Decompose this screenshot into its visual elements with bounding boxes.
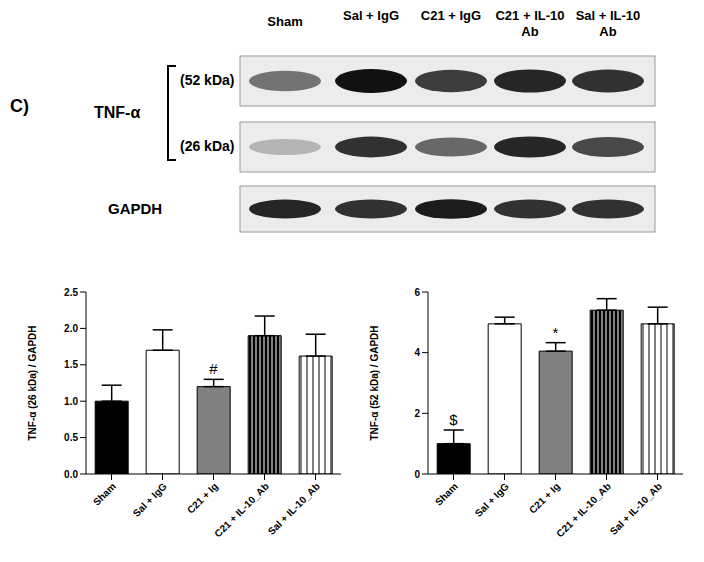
html-text:(52 kDa): (52 kDa) xyxy=(180,72,235,88)
html-text:Sal + IL-10 Ab: Sal + IL-10 Ab xyxy=(575,8,641,39)
html-text:C): C) xyxy=(10,96,29,116)
svg-text:1.0: 1.0 xyxy=(64,396,78,407)
svg-text:#: # xyxy=(209,360,218,377)
svg-text:1.5: 1.5 xyxy=(64,359,78,370)
svg-text:2.0: 2.0 xyxy=(64,323,78,334)
svg-text:2.5: 2.5 xyxy=(64,287,78,298)
svg-text:4: 4 xyxy=(414,347,420,358)
html-text:TNF-α: TNF-α xyxy=(94,104,141,121)
svg-text:2: 2 xyxy=(414,408,420,419)
svg-text:*: * xyxy=(553,324,559,341)
svg-text:C21 + IL-10_Ab: C21 + IL-10_Ab xyxy=(212,481,271,540)
svg-text:TNF-α (52 kDa) / GAPDH: TNF-α (52 kDa) / GAPDH xyxy=(369,325,380,440)
svg-text:0.0: 0.0 xyxy=(64,469,78,480)
svg-text:Sal + IgG: Sal + IgG xyxy=(473,481,511,519)
html-text:C21 + IL-10 Ab: C21 + IL-10 Ab xyxy=(495,8,565,39)
html-text:C21 + IgG: C21 + IgG xyxy=(420,8,482,23)
svg-text:C21 + Ig: C21 + Ig xyxy=(185,481,220,516)
svg-text:$: $ xyxy=(449,411,458,428)
svg-text:Sal + IL-10_Ab: Sal + IL-10_Ab xyxy=(266,481,322,537)
svg-text:C21 + IL-10_Ab: C21 + IL-10_Ab xyxy=(554,481,613,540)
svg-text:Sham: Sham xyxy=(433,481,460,508)
svg-text:Sal + IgG: Sal + IgG xyxy=(131,481,169,519)
svg-text:6: 6 xyxy=(414,287,420,298)
html-text:(26 kDa): (26 kDa) xyxy=(180,138,235,154)
svg-text:Sal + IL-10_Ab: Sal + IL-10_Ab xyxy=(608,481,664,537)
svg-text:TNF-α (26 kDa) / GAPDH: TNF-α (26 kDa) / GAPDH xyxy=(27,325,38,440)
html-text:Sal + IgG: Sal + IgG xyxy=(343,8,399,23)
svg-text:C21 + Ig: C21 + Ig xyxy=(527,481,562,516)
svg-text:0: 0 xyxy=(414,469,420,480)
svg-text:0.5: 0.5 xyxy=(64,432,78,443)
svg-text:Sham: Sham xyxy=(91,481,118,508)
html-text:Sham: Sham xyxy=(267,14,303,29)
html-text:GAPDH: GAPDH xyxy=(108,200,163,217)
